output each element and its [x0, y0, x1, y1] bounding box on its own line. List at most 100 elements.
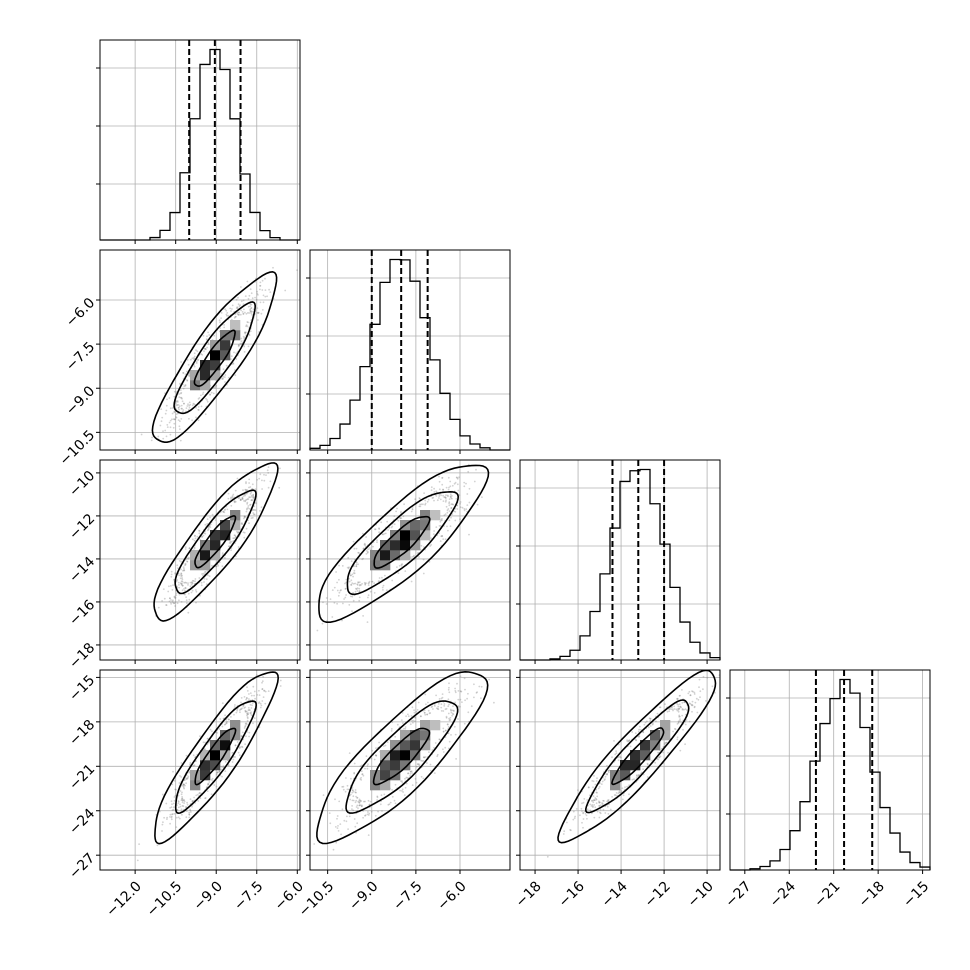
sample-point — [390, 526, 393, 529]
sample-point — [234, 744, 237, 747]
sample-point — [220, 768, 223, 771]
x-tick-label: −9.0 — [346, 878, 381, 913]
sample-point — [467, 470, 470, 473]
sample-point — [220, 312, 223, 314]
sample-point — [449, 495, 452, 498]
y-tick-label: −9.0 — [63, 383, 98, 418]
sample-point — [219, 321, 221, 324]
sample-point — [198, 397, 201, 399]
sample-point — [188, 374, 191, 377]
sample-point — [459, 501, 462, 503]
sample-point — [226, 720, 228, 723]
sample-point — [235, 358, 238, 360]
sample-point — [442, 538, 445, 540]
sample-point — [607, 800, 610, 803]
sample-point — [245, 312, 248, 315]
sample-point — [222, 766, 225, 769]
sample-point — [340, 589, 342, 591]
y-tick-label: −24 — [66, 806, 98, 838]
sample-point — [456, 476, 458, 479]
sample-point — [246, 321, 249, 323]
sample-point — [580, 807, 583, 810]
sample-point — [646, 720, 648, 723]
sample-point — [186, 777, 189, 780]
sample-point — [411, 706, 414, 709]
sample-point — [252, 310, 254, 313]
sample-point — [418, 505, 421, 508]
sample-point — [204, 797, 207, 800]
sample-point — [180, 361, 183, 363]
sample-point — [358, 584, 361, 587]
sample-point — [418, 763, 421, 766]
sample-point — [593, 816, 596, 819]
sample-point — [176, 404, 178, 407]
sample-point — [671, 706, 673, 709]
sample-point — [233, 501, 236, 504]
sample-point — [262, 301, 265, 304]
sample-point — [453, 725, 456, 728]
sample-point — [367, 548, 370, 551]
sample-point — [618, 756, 620, 758]
sample-point — [169, 426, 172, 429]
sample-point — [204, 348, 207, 350]
sample-point — [595, 798, 598, 800]
sample-point — [246, 280, 249, 283]
sample-point — [383, 745, 385, 747]
x-tick-label: −12 — [642, 878, 674, 910]
sample-point — [189, 761, 192, 764]
density-cell — [200, 380, 211, 391]
sample-point — [441, 535, 443, 537]
sample-point — [451, 503, 454, 506]
sample-point — [190, 811, 192, 813]
density-cell — [400, 540, 411, 551]
sample-point — [370, 757, 373, 760]
sample-point — [443, 703, 446, 705]
sample-point — [441, 476, 444, 479]
sample-point — [178, 782, 181, 784]
sample-point — [493, 701, 495, 704]
sample-point — [349, 595, 352, 598]
sample-point — [672, 730, 674, 733]
sample-point — [381, 810, 383, 812]
sample-point — [230, 716, 232, 718]
sample-point — [447, 688, 450, 691]
density-cell — [390, 740, 401, 751]
y-tick-label: −21 — [66, 761, 98, 793]
sample-point — [357, 563, 359, 566]
sample-point — [243, 536, 246, 539]
sample-point — [450, 709, 452, 712]
sample-point — [183, 402, 185, 405]
sample-point — [666, 710, 669, 713]
sample-point — [356, 587, 359, 589]
sample-point — [575, 808, 578, 810]
sample-point — [442, 710, 445, 712]
contour-line — [346, 490, 460, 596]
sample-point — [257, 312, 259, 314]
sample-point — [422, 572, 425, 575]
sample-point — [348, 580, 351, 583]
density-cell — [210, 370, 221, 381]
sample-point — [233, 706, 236, 708]
sample-point — [197, 359, 200, 361]
y-tick-label: −6.0 — [63, 295, 98, 330]
sample-point — [456, 508, 459, 510]
panel-frame — [729, 669, 931, 871]
sample-point — [351, 805, 353, 807]
sample-point — [231, 495, 234, 497]
sample-point — [411, 508, 414, 510]
sample-point — [657, 758, 659, 761]
sample-point — [232, 362, 235, 364]
sample-point — [618, 791, 621, 793]
sample-point — [188, 404, 191, 407]
sample-point — [249, 308, 252, 311]
sample-point — [656, 712, 659, 715]
sample-point — [259, 301, 262, 304]
sample-point — [250, 307, 253, 310]
sample-point — [164, 392, 166, 394]
sample-point — [249, 703, 252, 706]
sample-point — [361, 773, 364, 776]
sample-point — [188, 417, 190, 420]
sample-point — [394, 802, 397, 805]
sample-point — [210, 793, 213, 796]
sample-point — [441, 519, 443, 522]
